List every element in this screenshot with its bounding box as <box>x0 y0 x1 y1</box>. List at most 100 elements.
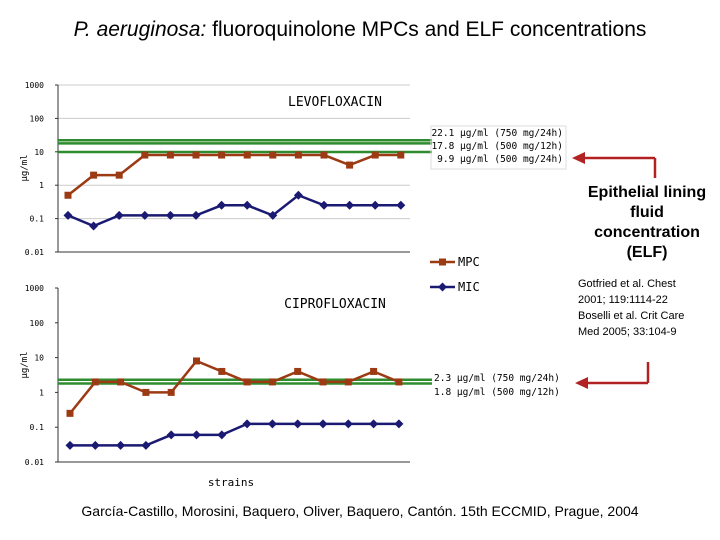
elf-reference-label: 17.8 µg/ml (500 mg/12h) <box>431 141 563 152</box>
mpc-point <box>167 388 175 396</box>
mic-point <box>268 210 278 220</box>
arrow-head-bottom <box>575 377 588 389</box>
mpc-point <box>243 151 251 159</box>
mic-point <box>141 440 151 450</box>
mic-point <box>242 200 252 210</box>
mic-point <box>293 190 303 200</box>
y-tick-label: 0.01 <box>25 248 44 257</box>
references: Gotfried et al. Chest 2001; 119:1114-22 … <box>578 276 718 340</box>
reference-line: Med 2005; 33:104-9 <box>578 326 677 338</box>
y-tick-label: 0.1 <box>30 215 45 224</box>
elf-reference-label: 1.8 µg/ml (500 mg/12h) <box>434 387 560 398</box>
mpc-point <box>192 151 200 159</box>
legend-mpc-label: MPC <box>458 255 480 269</box>
mic-series-line <box>70 422 399 447</box>
chart-title: CIPROFLOXACIN <box>284 297 386 312</box>
mpc-point <box>346 161 354 169</box>
mic-point <box>370 200 380 210</box>
mic-point <box>116 440 126 450</box>
mic-point <box>140 210 150 220</box>
mic-point <box>318 419 328 429</box>
mpc-point <box>66 409 74 417</box>
elf-reference-label: 22.1 µg/ml (750 mg/24h) <box>431 128 563 139</box>
mic-point <box>267 419 277 429</box>
mic-point <box>396 200 406 210</box>
mpc-point <box>294 151 302 159</box>
mpc-point <box>370 367 378 375</box>
mic-point <box>192 430 201 440</box>
mic-point <box>166 430 176 440</box>
mpc-point <box>397 151 405 159</box>
title-organism: P. aeruginosa: <box>73 18 207 41</box>
y-tick-label: 10 <box>34 354 44 363</box>
reference-line: Boselli et al. Crit Care <box>578 310 685 322</box>
mic-point <box>114 210 124 220</box>
y-tick-label: 0.01 <box>25 458 44 467</box>
arrow-head-top <box>572 152 585 164</box>
mpc-point <box>193 357 200 365</box>
y-tick-label: 100 <box>30 114 45 123</box>
mpc-point <box>294 367 302 375</box>
mpc-point <box>64 191 72 199</box>
chart-title: LEVOFLOXACIN <box>288 95 382 110</box>
mic-point <box>293 419 303 429</box>
mpc-point <box>142 388 150 396</box>
mic-point <box>65 440 75 450</box>
mpc-point <box>320 151 328 159</box>
mpc-point <box>395 378 403 386</box>
mpc-point <box>218 367 226 375</box>
mpc-point <box>268 378 276 386</box>
mpc-point <box>90 171 98 179</box>
mic-point <box>394 419 404 429</box>
mpc-point <box>243 378 251 386</box>
mpc-point <box>218 151 226 159</box>
legend-mic-label: MIC <box>458 280 480 294</box>
elf-reference-label: 9.9 µg/ml (500 mg/24h) <box>437 154 563 165</box>
reference-line: Gotfried et al. Chest <box>578 278 676 290</box>
y-tick-label: 10 <box>34 148 44 157</box>
mic-point <box>217 200 227 210</box>
mpc-series-line <box>69 359 400 415</box>
elf-reference-label: 2.3 µg/ml (750 mg/24h) <box>434 373 560 384</box>
mic-point <box>242 419 252 429</box>
mic-point <box>369 419 379 429</box>
mic-point <box>345 200 355 210</box>
mic-point <box>217 430 227 440</box>
y-tick-label: 1 <box>39 181 44 190</box>
elf-label: Epithelial lining fluid concentration (E… <box>587 184 707 261</box>
mic-point <box>319 200 329 210</box>
slide-title: P. aeruginosa: fluoroquinolone MPCs and … <box>0 18 720 42</box>
mic-series-line <box>67 193 401 228</box>
mpc-point <box>91 378 99 386</box>
mic-point <box>191 210 201 220</box>
y-axis-label: µg/ml <box>20 351 30 378</box>
mic-point <box>343 419 353 429</box>
mpc-point <box>141 151 149 159</box>
mic-point <box>63 210 73 220</box>
legend-mic-marker <box>438 282 447 292</box>
title-text: fluoroquinolone MPCs and ELF concentrati… <box>206 18 647 41</box>
legend-mpc-marker <box>439 258 446 266</box>
mpc-point <box>166 151 174 159</box>
mpc-point <box>117 378 125 386</box>
mic-point <box>90 440 100 450</box>
mpc-series-line <box>67 153 401 197</box>
elf-values-box-levo <box>430 125 567 170</box>
x-axis-label: strains <box>208 476 254 489</box>
mpc-point <box>115 171 123 179</box>
mpc-point <box>319 378 327 386</box>
y-tick-label: 100 <box>30 319 45 328</box>
y-tick-label: 0.1 <box>30 423 45 432</box>
y-tick-label: 1 <box>39 388 44 397</box>
mpc-point <box>269 151 277 159</box>
mpc-point <box>371 151 379 159</box>
citation: García-Castillo, Morosini, Baquero, Oliv… <box>81 503 639 519</box>
mpc-point <box>344 378 352 386</box>
y-tick-label: 1000 <box>25 81 44 90</box>
reference-line: 2001; 119:1114-22 <box>578 294 668 306</box>
mic-point <box>165 210 175 220</box>
y-tick-label: 1000 <box>25 284 44 293</box>
mic-point <box>89 221 99 231</box>
y-axis-label: µg/ml <box>20 154 30 181</box>
